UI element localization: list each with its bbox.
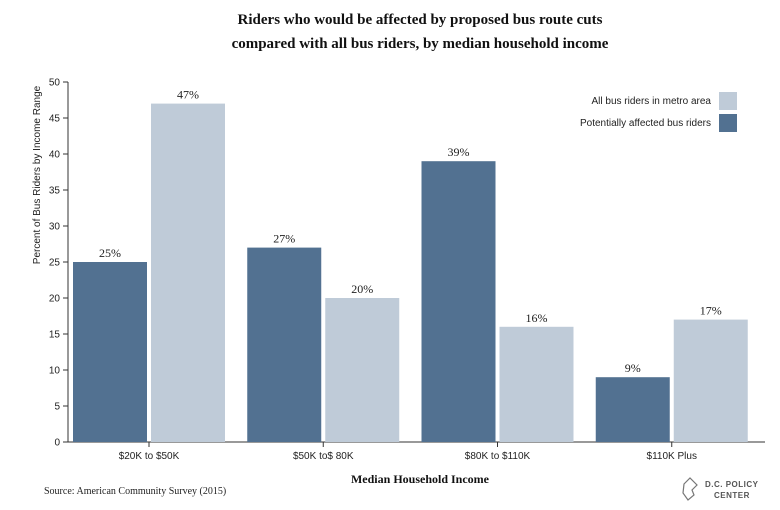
x-tick-label: $80K to $110K (465, 451, 531, 462)
bar (421, 161, 496, 442)
y-tick-label: 40 (49, 150, 61, 161)
logo-line2: CENTER (714, 491, 750, 500)
y-ticks: 0 5 10 15 20 25 30 35 40 45 50 (49, 78, 68, 449)
bar (73, 262, 147, 442)
y-tick-label: 45 (49, 114, 61, 125)
data-labels: 25% 47% 27% 20% 39% 16% 9% 17% (99, 88, 722, 376)
data-label: 9% (625, 361, 641, 375)
bar (595, 377, 670, 442)
data-label: 17% (700, 304, 722, 318)
y-axis-label: Percent of Bus Riders by Income Range (32, 85, 43, 264)
x-axis-label: Median Household Income (351, 472, 490, 486)
legend: All bus riders in metro area Potentially … (580, 92, 737, 132)
y-tick-label: 20 (49, 294, 61, 305)
y-tick-label: 30 (49, 222, 61, 233)
legend-label: Potentially affected bus riders (580, 118, 711, 129)
data-label: 25% (99, 246, 121, 260)
y-tick-label: 5 (54, 402, 60, 413)
bar (151, 103, 225, 442)
legend-swatch (719, 114, 737, 132)
bar (499, 326, 574, 442)
legend-label: All bus riders in metro area (592, 96, 712, 107)
chart-title-line1: Riders who would be affected by proposed… (238, 12, 603, 28)
dc-policy-center-logo: D.C. POLICY CENTER (682, 477, 759, 501)
chart-title-line2: compared with all bus riders, by median … (232, 36, 609, 52)
x-ticks: $20K to $50K $50K to$ 80K $80K to $110K $11… (119, 442, 697, 462)
data-label: 39% (448, 145, 470, 159)
bars (73, 103, 748, 442)
data-label: 20% (351, 282, 373, 296)
bar (673, 319, 748, 442)
logo-line1: D.C. POLICY (705, 480, 759, 489)
y-tick-label: 25 (49, 258, 61, 269)
x-tick-label: $110K Plus (647, 451, 697, 462)
y-tick-label: 35 (49, 186, 61, 197)
x-tick-label: $50K to$ 80K (293, 451, 354, 462)
bar (325, 298, 400, 442)
x-tick-label: $20K to $50K (119, 451, 180, 462)
y-tick-label: 0 (54, 438, 60, 449)
y-tick-label: 15 (49, 330, 61, 341)
data-label: 16% (526, 311, 548, 325)
dc-map-icon (682, 477, 698, 501)
bar (247, 247, 322, 442)
data-label: 27% (273, 232, 295, 246)
y-tick-label: 50 (49, 78, 61, 89)
legend-swatch (719, 92, 737, 110)
source-note: Source: American Community Survey (2015) (44, 486, 226, 497)
data-label: 47% (177, 88, 199, 102)
y-tick-label: 10 (49, 366, 61, 377)
